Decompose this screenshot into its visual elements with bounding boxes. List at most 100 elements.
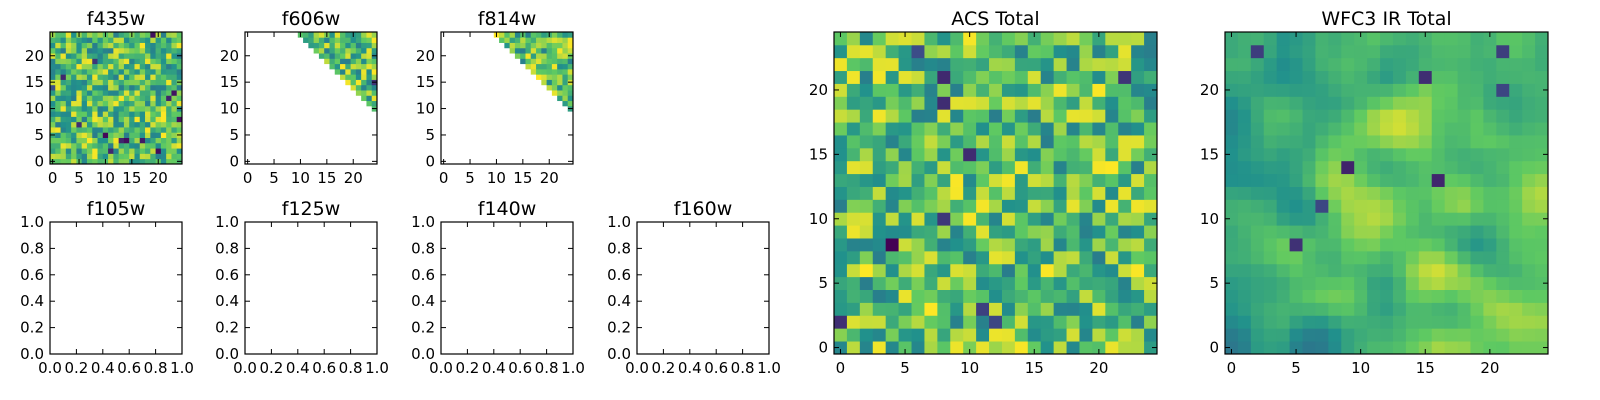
heatmap-cell: [1354, 44, 1368, 59]
heatmap-cell: [123, 37, 130, 43]
heatmap-cell: [1001, 263, 1016, 278]
heatmap-cell: [134, 100, 141, 107]
heatmap-cell: [950, 32, 964, 46]
heatmap-cell: [1027, 83, 1042, 97]
heatmap-cell: [97, 79, 104, 86]
heatmap-cell: [155, 37, 162, 43]
heatmap-cell: [1053, 44, 1067, 59]
heatmap-cell: [97, 137, 104, 144]
heatmap-cell: [1380, 135, 1394, 149]
heatmap-cell: [1315, 289, 1329, 303]
heatmap-cell: [123, 63, 130, 70]
heatmap-cell: [1405, 147, 1420, 162]
heatmap-cell: [102, 90, 109, 96]
heatmap-cell: [525, 42, 532, 49]
heatmap-cell: [859, 263, 874, 278]
heatmap-cell: [366, 68, 373, 75]
heatmap-cell: [340, 53, 346, 59]
y-tick-label: 10: [220, 100, 239, 118]
heatmap-cell: [1431, 173, 1446, 187]
heatmap-cell: [562, 37, 569, 43]
heatmap-cell: [97, 37, 104, 43]
heatmap-cell: [1405, 250, 1420, 265]
heatmap-cell: [567, 42, 574, 49]
heatmap-cell: [350, 58, 357, 65]
heatmap-cell: [350, 47, 357, 54]
heatmap-cell: [361, 84, 367, 91]
heatmap-cell: [1001, 109, 1016, 123]
heatmap-cell: [1405, 289, 1420, 303]
heatmap-cell: [937, 135, 951, 149]
heatmap-cell: [76, 105, 83, 112]
heatmap-cell: [976, 160, 990, 175]
heatmap-cell: [859, 147, 874, 162]
heatmap-cell: [1289, 147, 1303, 162]
heatmap-cell: [166, 127, 172, 133]
heatmap-cell: [885, 328, 899, 342]
heatmap-cell: [60, 111, 67, 117]
heatmap-cell: [1225, 83, 1239, 97]
heatmap-cell: [1040, 328, 1055, 342]
heatmap-cell: [1092, 32, 1106, 46]
heatmap-cell: [885, 199, 899, 213]
heatmap-cell: [329, 53, 336, 59]
heatmap-cell: [859, 225, 874, 239]
heatmap-cell: [1289, 70, 1303, 84]
heatmap-cell: [1328, 32, 1342, 46]
heatmap-cell: [509, 32, 516, 38]
heatmap-cell: [557, 90, 563, 96]
heatmap-cell: [134, 37, 141, 43]
heatmap-cell: [1237, 341, 1252, 355]
heatmap-cell: [950, 289, 964, 303]
heatmap-cell: [1367, 199, 1381, 213]
heatmap-cell: [113, 58, 120, 65]
heatmap-cell: [834, 341, 848, 355]
heatmap-cell: [1118, 122, 1132, 136]
heatmap-cell: [139, 37, 146, 43]
heatmap-cell: [1392, 32, 1407, 46]
heatmap-cell: [65, 142, 72, 149]
heatmap-cell: [562, 32, 569, 38]
heatmap-cell: [1302, 238, 1316, 252]
heatmap-cell: [1522, 199, 1536, 213]
heatmap-cell: [160, 95, 167, 102]
heatmap-cell: [1053, 263, 1067, 278]
heatmap-cell: [557, 58, 563, 65]
heatmap-cell: [166, 105, 172, 112]
heatmap-cell: [1354, 70, 1368, 84]
heatmap-cell: [898, 328, 912, 342]
heatmap-cell: [123, 32, 130, 38]
heatmap-cell: [1225, 225, 1239, 239]
heatmap-cell: [898, 83, 912, 97]
heatmap-cell: [1367, 186, 1381, 200]
heatmap-cell: [123, 121, 130, 128]
heatmap-cell: [145, 111, 151, 117]
heatmap-cell: [1105, 135, 1119, 149]
heatmap-cell: [1053, 109, 1067, 123]
heatmap-cell: [1367, 341, 1381, 355]
heatmap-cell: [937, 328, 951, 342]
heatmap-cell: [898, 70, 912, 84]
heatmap-cell: [1535, 238, 1549, 252]
heatmap-cell: [1444, 83, 1458, 97]
heatmap-cell: [97, 42, 104, 49]
heatmap-cell: [976, 225, 990, 239]
heatmap-cell: [55, 79, 61, 86]
heatmap-cell: [97, 90, 104, 96]
heatmap-cell: [937, 147, 951, 162]
heatmap-cell: [134, 148, 141, 154]
heatmap-cell: [155, 127, 162, 133]
y-tick-label: 10: [25, 100, 44, 118]
heatmap-cell: [60, 63, 67, 70]
heatmap-cell: [1315, 238, 1329, 252]
heatmap-cell: [1380, 57, 1394, 72]
heatmap-cell: [859, 250, 874, 265]
heatmap-cell: [1302, 32, 1316, 46]
heatmap-cell: [898, 160, 912, 175]
heatmap-cell: [1027, 147, 1042, 162]
heatmap-cell: [1118, 315, 1132, 329]
x-tick-label: 0.0: [625, 359, 649, 377]
heatmap-cell: [65, 105, 72, 112]
heatmap-cell: [1014, 109, 1029, 123]
